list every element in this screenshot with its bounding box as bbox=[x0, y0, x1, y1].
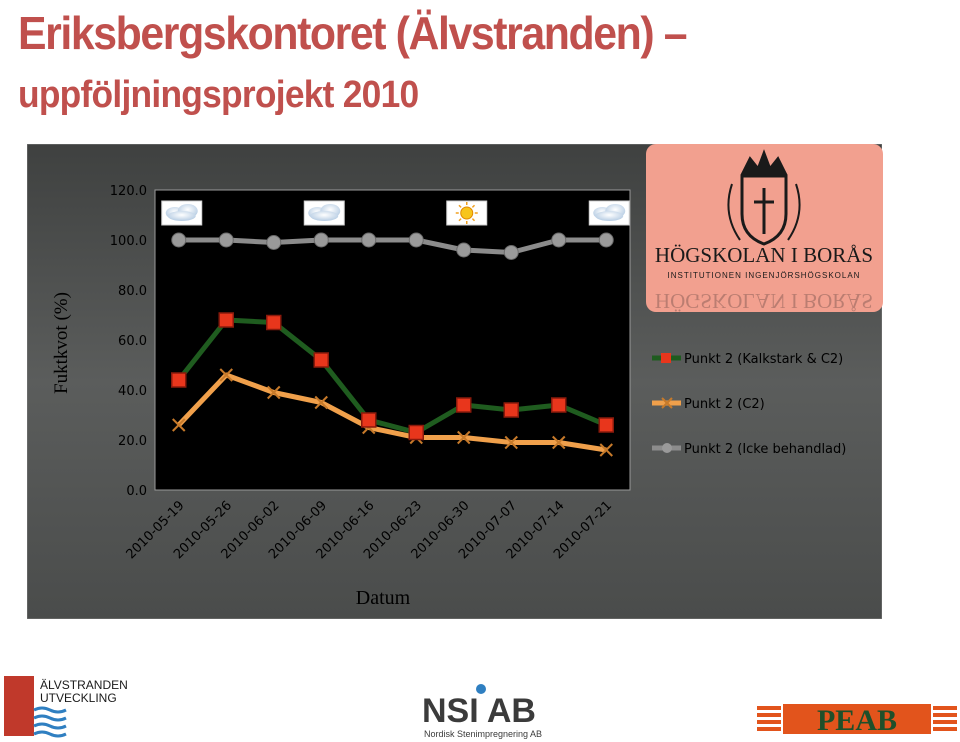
series-line bbox=[178, 237, 607, 255]
cloud-rain-icon bbox=[161, 200, 203, 226]
stripes-icon bbox=[757, 706, 957, 731]
x-axis-label: Datum bbox=[356, 587, 411, 609]
alvstranden-utveckling-logo: ÄLVSTRANDEN UTVECKLING bbox=[4, 676, 128, 738]
data-point bbox=[267, 385, 281, 400]
y-tick-label: 100.0 bbox=[110, 234, 147, 249]
sun-ray bbox=[471, 204, 476, 208]
data-point bbox=[313, 232, 329, 248]
data-point bbox=[218, 312, 234, 328]
data-point bbox=[503, 402, 519, 418]
y-axis-label: Fuktkvot (%) bbox=[51, 292, 72, 394]
page-title: Eriksbergskontoret (Älvstranden) – bbox=[18, 7, 688, 59]
legend-label: Punkt 2 (Kalkstark & C2) bbox=[684, 352, 843, 367]
data-point bbox=[171, 232, 187, 248]
data-point bbox=[408, 232, 424, 248]
cloud-puff bbox=[167, 211, 196, 221]
data-point bbox=[314, 395, 328, 410]
legend-marker bbox=[661, 353, 671, 363]
data-point bbox=[408, 424, 424, 441]
sun-ray bbox=[458, 204, 462, 208]
x-mark-stroke bbox=[599, 443, 613, 457]
cloud-puff bbox=[595, 211, 624, 221]
data-point bbox=[172, 418, 186, 432]
x-mark-stroke bbox=[457, 430, 471, 445]
data-point bbox=[171, 372, 187, 388]
y-tick-label: 80.0 bbox=[118, 284, 147, 299]
data-point bbox=[361, 412, 377, 428]
data-point bbox=[218, 232, 234, 248]
data-point bbox=[599, 443, 613, 457]
y-tick-label: 120.0 bbox=[110, 184, 147, 199]
crown-shield-icon bbox=[727, 149, 801, 246]
peab-logo-text: PEAB bbox=[817, 704, 897, 734]
data-point bbox=[551, 397, 567, 413]
hb-logo-subtitle: INSTITUTIONEN INGENJÖRSHÖGSKOLAN bbox=[668, 271, 861, 280]
peab-logo: PEAB bbox=[757, 704, 957, 734]
nsi-ab-logo: NSI AB Nordisk Stenimpregnering AB bbox=[422, 684, 542, 739]
series-line bbox=[176, 372, 607, 453]
cloud-rain-icon bbox=[303, 200, 345, 226]
legend-item: Punkt 2 (Kalkstark & C2) bbox=[652, 352, 843, 367]
data-point bbox=[457, 430, 471, 445]
legend-item: Punkt 2 (C2) bbox=[652, 397, 765, 412]
data-point bbox=[266, 314, 282, 331]
x-mark-stroke bbox=[314, 395, 328, 410]
sun-ray bbox=[458, 218, 462, 222]
hb-logo-name: HÖGSKOLAN I BORÅS bbox=[655, 243, 873, 267]
x-mark-stroke bbox=[552, 435, 566, 450]
sun-ray bbox=[471, 218, 476, 222]
data-point bbox=[266, 235, 282, 250]
alvstranden-line2: UTVECKLING bbox=[40, 691, 117, 705]
sun-icon bbox=[446, 200, 488, 226]
legend-marker bbox=[661, 397, 673, 409]
data-point bbox=[313, 352, 329, 368]
series-3 bbox=[171, 232, 614, 260]
x-mark-stroke bbox=[172, 418, 186, 432]
data-point bbox=[504, 435, 518, 450]
legend-label: Punkt 2 (Icke behandlad) bbox=[684, 442, 846, 457]
data-point bbox=[456, 242, 472, 258]
data-point bbox=[456, 397, 472, 413]
x-mark-stroke bbox=[267, 385, 281, 400]
data-point bbox=[598, 417, 614, 433]
legend-marker bbox=[662, 443, 672, 453]
cloud-puff bbox=[310, 211, 339, 221]
dot-icon bbox=[476, 684, 486, 694]
legend-item: Punkt 2 (Icke behandlad) bbox=[652, 442, 846, 457]
y-tick-label: 20.0 bbox=[118, 434, 147, 449]
data-point bbox=[598, 232, 614, 248]
y-tick-label: 60.0 bbox=[118, 334, 147, 349]
nsi-logo-subtitle: Nordisk Stenimpregnering AB bbox=[424, 729, 542, 739]
legend-label: Punkt 2 (C2) bbox=[684, 397, 765, 412]
hb-logo-reflection: HÖGSKOLAN I BORÅS bbox=[655, 289, 873, 312]
cloud-rain-icon bbox=[588, 200, 630, 226]
data-point bbox=[219, 368, 233, 382]
series-1 bbox=[171, 312, 614, 441]
sun-disc bbox=[460, 206, 474, 220]
data-point bbox=[552, 435, 566, 450]
series-line bbox=[176, 317, 608, 435]
x-mark-stroke bbox=[504, 435, 518, 450]
data-point bbox=[361, 232, 377, 248]
waves-icon bbox=[33, 706, 67, 738]
data-point bbox=[503, 245, 519, 260]
x-mark-stroke bbox=[219, 368, 233, 382]
hogskolan-i-boras-logo: HÖGSKOLAN I BORÅS INSTITUTIONEN INGENJÖR… bbox=[646, 144, 883, 312]
nsi-logo-text: NSI AB bbox=[422, 692, 536, 730]
y-tick-label: 0.0 bbox=[126, 484, 147, 499]
data-point bbox=[551, 232, 567, 248]
page-subtitle: uppföljningsprojekt 2010 bbox=[18, 74, 419, 116]
y-tick-label: 40.0 bbox=[118, 384, 147, 399]
alvstranden-line1: ÄLVSTRANDEN bbox=[40, 678, 128, 692]
